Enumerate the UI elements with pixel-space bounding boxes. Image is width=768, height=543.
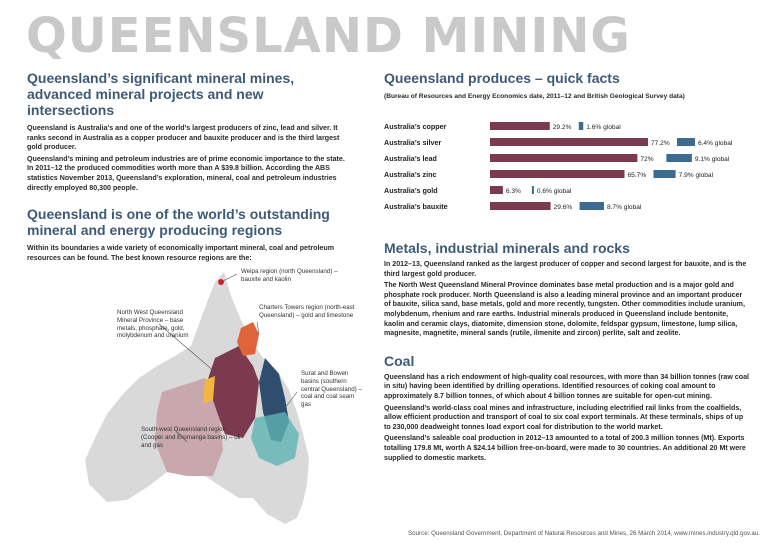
bar-state-label: 72% (640, 156, 653, 163)
right-column: Queensland produces – quick facts (Burea… (384, 70, 750, 104)
bar-state-share (490, 170, 625, 178)
metals-heading: Metals, industrial minerals and rocks (384, 240, 630, 256)
category-label: Australia’s lead (384, 154, 437, 163)
queensland-map (85, 272, 309, 524)
coal-paragraph-2: Queensland’s world-class coal mines and … (384, 403, 744, 431)
metals-paragraph-2: The North West Queensland Mineral Provin… (384, 281, 745, 338)
bar-global-label: 7.9% global (679, 172, 714, 179)
bar-global-share (579, 202, 604, 210)
left-column: Queensland’s significant mineral mines, … (27, 70, 347, 265)
bar-global-share (653, 170, 676, 178)
bar-state-share (490, 154, 638, 162)
surat-leader-line (284, 391, 298, 409)
regions-paragraph: Within its boundaries a wide variety of … (27, 244, 335, 262)
mines-heading: Queensland’s significant mineral mines, … (27, 70, 295, 118)
bar-state-label: 77.2% (651, 140, 670, 147)
quick-facts-bar-chart: Australia’s copper 29.2% 1.6% global Austra… (384, 122, 733, 211)
intro-paragraph: Queensland is Australia’s and one of the… (27, 124, 340, 152)
charters-leader-line (256, 321, 260, 335)
bar-global-label: 8.7% global (607, 204, 642, 211)
page-title: QUEENSLAND MINING (26, 8, 631, 64)
coal-seam-region (251, 412, 299, 466)
metals-paragraph-1: In 2012–13, Queensland ranked as the lar… (384, 260, 747, 278)
bar-global-share (666, 154, 692, 162)
bar-state-label: 29.6% (554, 204, 573, 211)
bar-global-share (677, 138, 695, 146)
bar-global-share (531, 186, 534, 194)
category-label: Australia’s copper (384, 122, 447, 131)
weipa-leader-line (220, 273, 238, 283)
coal-heading: Coal (384, 352, 415, 369)
quick-facts-chart: Australia’s copper 29.2% 1.6% global Austra… (384, 118, 764, 218)
bar-global-share (578, 122, 584, 130)
quick-facts-subtitle: (Bureau of Resources and Energy Economic… (384, 93, 685, 100)
charters-towers-region (237, 322, 259, 356)
category-label: Australia’s bauxite (384, 202, 448, 211)
bar-global-label: 6.4% global (698, 140, 733, 147)
metals-section: Metals, industrial minerals and rocks In… (384, 240, 750, 465)
coal-paragraph-3: Queensland’s saleable coal production in… (384, 434, 746, 462)
bar-state-share (490, 122, 550, 130)
bar-state-label: 6.3% (506, 188, 521, 195)
economy-paragraph: Queensland’s mining and petroleum indust… (27, 154, 345, 192)
north-west-region (207, 346, 259, 438)
bar-global-label: 9.1% global (695, 156, 730, 163)
bar-global-label: 0.6% global (537, 188, 572, 195)
category-label: Australia’s zinc (384, 170, 436, 179)
surat-label: Surat and Bowen basins (southern central… (301, 370, 362, 409)
bar-state-label: 65.7% (627, 172, 646, 179)
nw-label: North West Queensland Mineral Province –… (117, 309, 189, 340)
bar-state-share (490, 202, 551, 210)
resource-map: Weipa region (north Queensland) – bauxit… (27, 262, 362, 532)
weipa-label: Weipa region (north Queensland) – bauxit… (241, 268, 338, 283)
category-label: Australia’s gold (384, 186, 438, 195)
nw-leader-line (158, 323, 216, 373)
gold-deposit (203, 376, 215, 404)
charters-label: Charters Towers region (north-east Queen… (259, 304, 355, 319)
category-label: Australia’s silver (384, 138, 441, 147)
sw-label: South-west Queensland region (Cooper and… (141, 426, 241, 449)
source-note: Source: Queensland Government, Departmen… (408, 530, 760, 537)
bar-state-share (490, 186, 503, 194)
sw-leader-line (176, 431, 188, 443)
quick-facts-heading: Queensland produces – quick facts (384, 70, 620, 86)
bar-global-label: 1.6% global (586, 124, 621, 131)
bar-state-label: 29.2% (553, 124, 572, 131)
coal-paragraph-1: Queensland has a rich endowment of high-… (384, 372, 750, 400)
regions-heading: Queensland is one of the world’s outstan… (27, 206, 330, 239)
bar-state-share (490, 138, 649, 146)
